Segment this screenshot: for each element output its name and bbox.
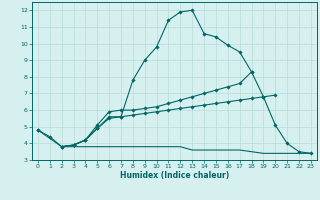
- X-axis label: Humidex (Indice chaleur): Humidex (Indice chaleur): [120, 171, 229, 180]
